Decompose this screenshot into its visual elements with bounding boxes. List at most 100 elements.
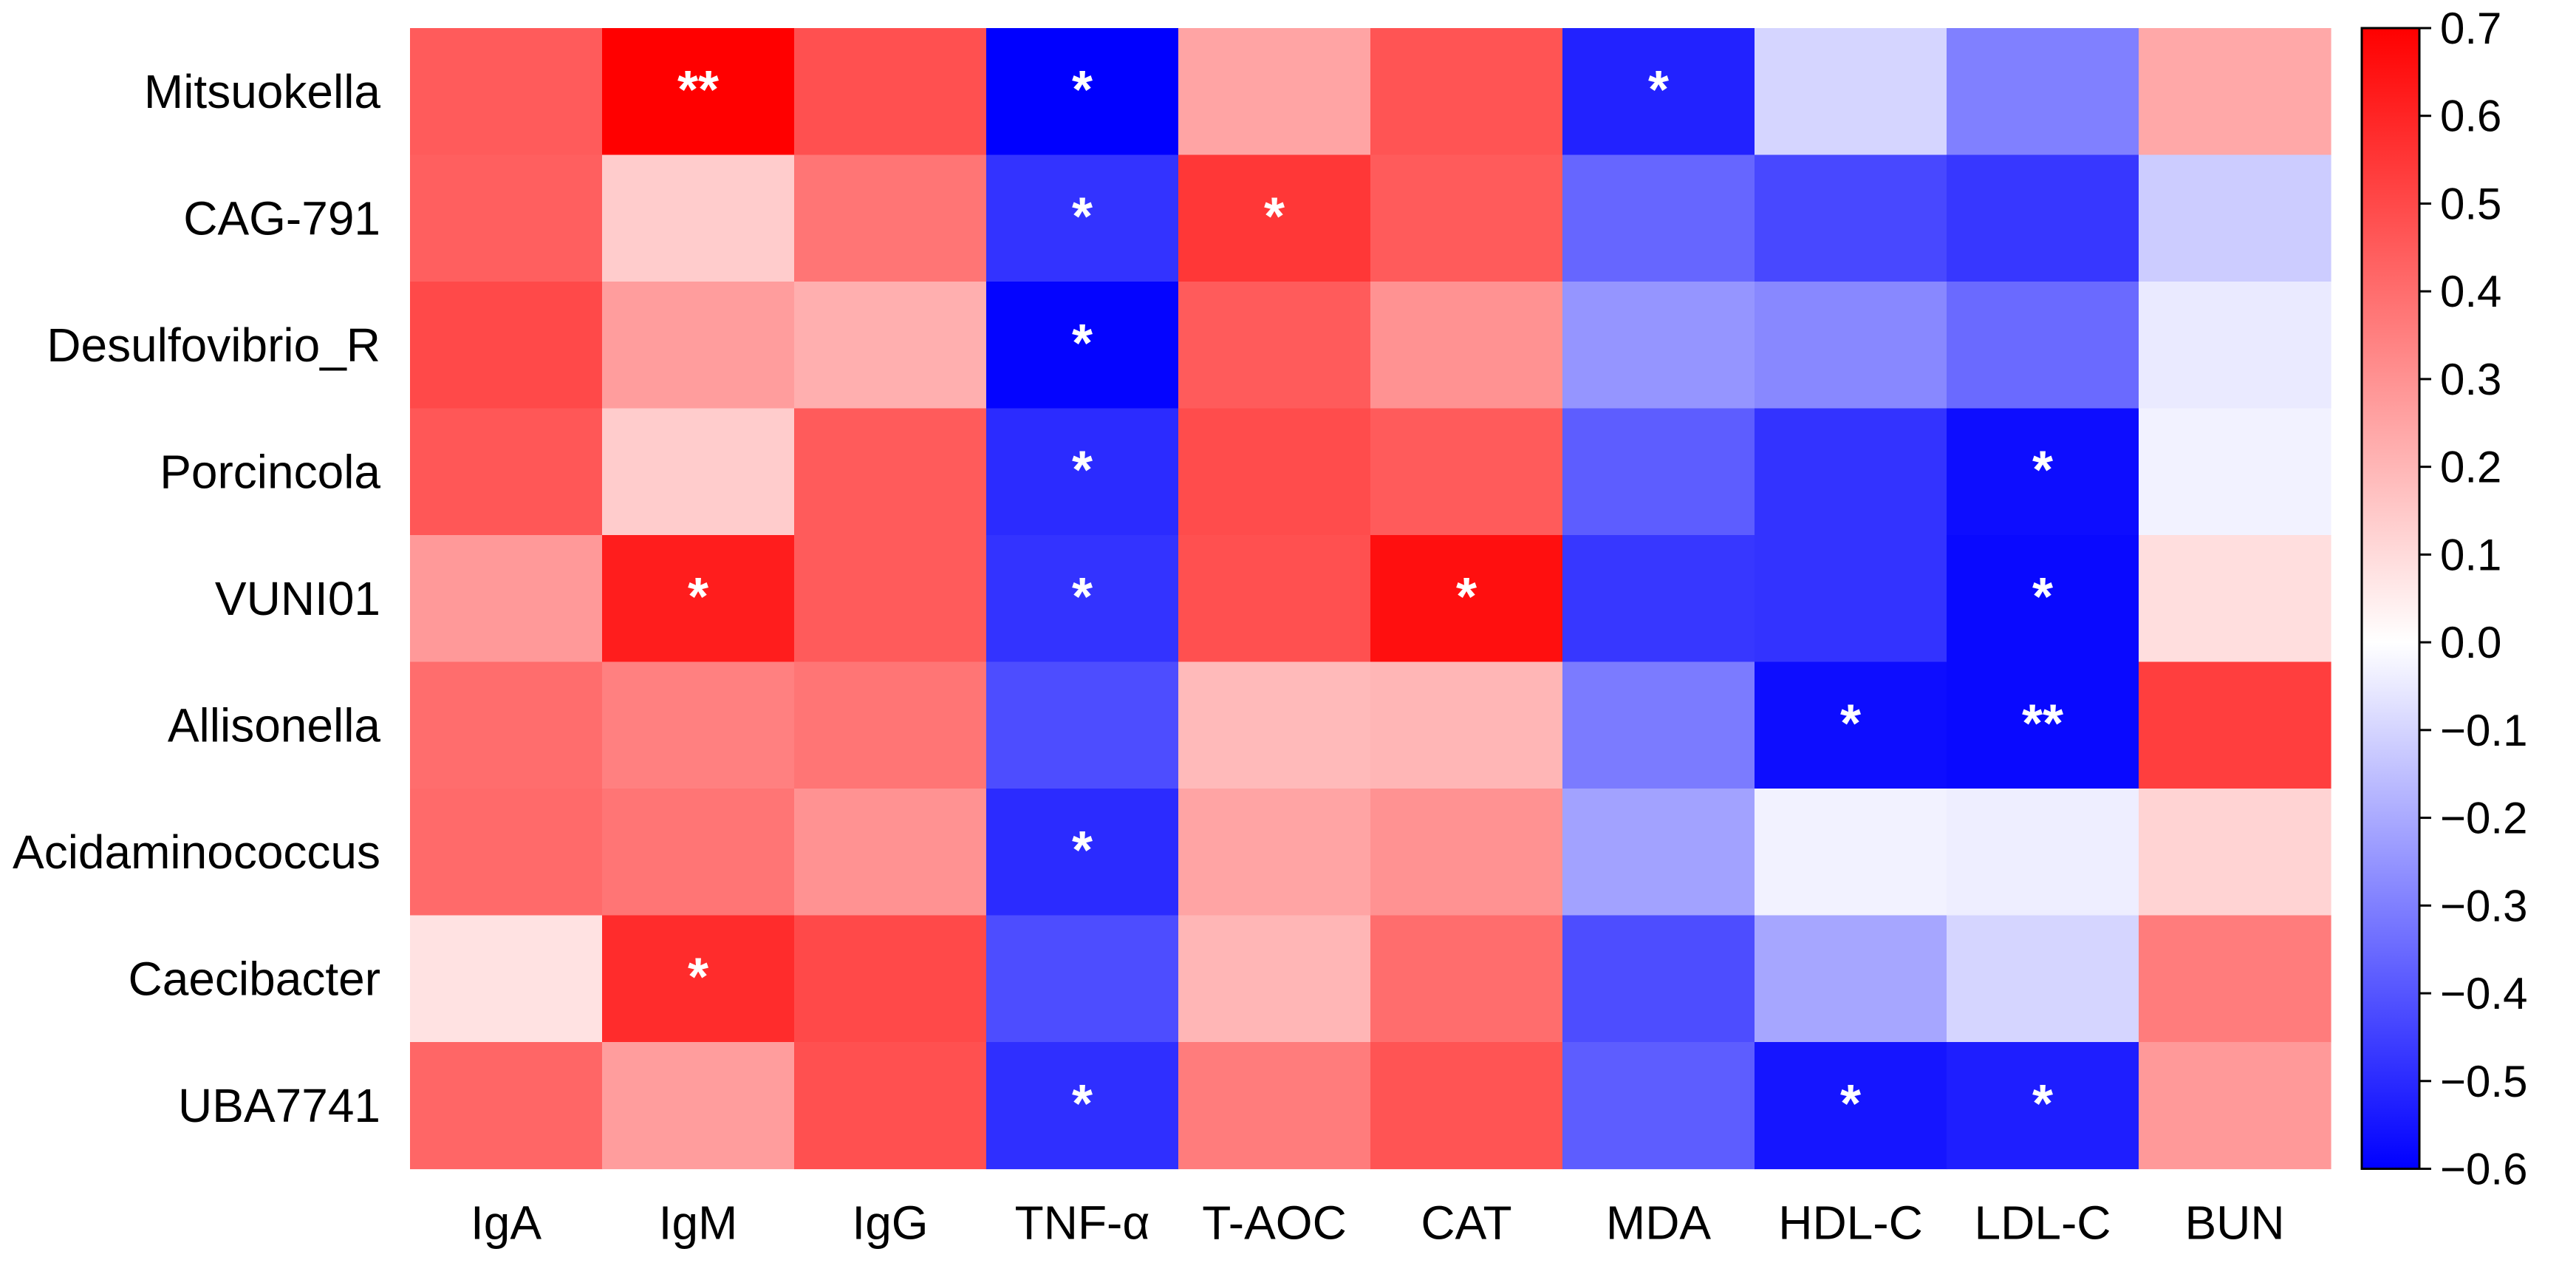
- colorbar-tick-label: 0.3: [2440, 355, 2501, 404]
- heatmap-cell: [986, 1042, 1179, 1170]
- heatmap-cell: [1755, 789, 1947, 916]
- heatmap-cell: [2139, 408, 2331, 536]
- heatmap-cell: [986, 408, 1179, 536]
- significance-mark: *: [688, 947, 708, 1007]
- heatmap-cell: [1947, 1042, 2139, 1170]
- heatmap-cell: [1370, 282, 1563, 409]
- heatmap-cell: [410, 408, 603, 536]
- significance-marks: ** * ** *** ** * * ** ***** * *: [677, 61, 2063, 1134]
- heatmap-cell: [2139, 282, 2331, 409]
- colorbar-tick-label: −0.3: [2440, 881, 2527, 930]
- colorbar: 0.7 0.6 0.5 0.4 0.3 0.2 0.1 0.0 −0.1 −0.2 −0.3 −0.4…: [2360, 4, 2527, 1194]
- heatmap-cell: [602, 408, 795, 536]
- heatmap-cell: [602, 789, 795, 916]
- significance-mark: *: [1072, 61, 1093, 120]
- heatmap-cell: [602, 282, 795, 409]
- heatmap-cell: [986, 28, 1179, 156]
- column-label: CAT: [1421, 1196, 1511, 1250]
- significance-mark: *: [2032, 1075, 2053, 1134]
- significance-mark: **: [677, 61, 719, 120]
- heatmap-cell: [410, 915, 603, 1043]
- heatmap-cell: [2139, 535, 2331, 663]
- heatmap-cell: [986, 915, 1179, 1043]
- heatmap-cell: [1562, 661, 1755, 789]
- colorbar-tick-label: 0.1: [2440, 530, 2501, 579]
- heatmap-cell: [1947, 28, 2139, 156]
- heatmap-cell: [410, 154, 603, 282]
- heatmap-cell: [1947, 535, 2139, 663]
- column-label: BUN: [2184, 1196, 2284, 1250]
- heatmap-cell: [1562, 154, 1755, 282]
- heatmap-cell: [1562, 915, 1755, 1043]
- colorbar-tick-label: 0.6: [2440, 92, 2501, 141]
- row-label: Desulfovibrio_R: [47, 319, 380, 372]
- column-label: IgM: [659, 1196, 738, 1250]
- heatmap-cell: [1755, 408, 1947, 536]
- column-labels: IgA IgM IgG TNF-α T-AOC CAT MDA HDL-C LDL-C BUN: [471, 1196, 2285, 1250]
- significance-mark: *: [1072, 440, 1093, 500]
- significance-mark: *: [1840, 694, 1861, 753]
- heatmap-cell: [602, 28, 795, 156]
- column-label: LDL-C: [1975, 1196, 2111, 1250]
- heatmap-cell: [1755, 915, 1947, 1043]
- heatmap-cell: [1755, 535, 1947, 663]
- heatmap-cell: [2139, 661, 2331, 789]
- heatmap-cell: [1178, 154, 1371, 282]
- heatmap-cell: [794, 535, 987, 663]
- heatmap-cell: [410, 28, 603, 156]
- row-labels: Mitsuokella CAG-791 Desulfovibrio_R Porcinc…: [13, 65, 380, 1132]
- significance-mark: *: [1840, 1075, 1861, 1134]
- heatmap-cell: [1178, 282, 1371, 409]
- colorbar-gradient: [2360, 27, 2421, 1170]
- row-label: Allisonella: [168, 698, 381, 752]
- row-label: UBA7741: [178, 1079, 380, 1132]
- heatmap-cell: [1370, 28, 1563, 156]
- significance-mark: *: [1072, 314, 1093, 373]
- column-label: IgA: [471, 1196, 541, 1250]
- heatmap-cell: [794, 915, 987, 1043]
- heatmap-cell: [410, 282, 603, 409]
- heatmap-cell: [602, 1042, 795, 1170]
- heatmap-cell: [1755, 154, 1947, 282]
- row-label: Mitsuokella: [144, 65, 381, 118]
- heatmap-cell: [1755, 661, 1947, 789]
- heatmap-cell: [794, 408, 987, 536]
- significance-mark: *: [2032, 568, 2053, 627]
- heatmap-cell: [602, 535, 795, 663]
- colorbar-tick-label: 0.4: [2440, 267, 2501, 316]
- heatmap-cell: [2139, 28, 2331, 156]
- heatmap-cell: [2139, 1042, 2331, 1170]
- heatmap-cell: [986, 535, 1179, 663]
- heatmap-cell: [794, 154, 987, 282]
- heatmap-cell: [1562, 789, 1755, 916]
- heatmap-cell: [1947, 282, 2139, 409]
- colorbar-tick-label: −0.5: [2440, 1057, 2527, 1106]
- heatmap-cell: [986, 789, 1179, 916]
- heatmap-cell: [2139, 915, 2331, 1043]
- heatmap-cell: [1562, 282, 1755, 409]
- heatmap-cell: [410, 661, 603, 789]
- column-label: IgG: [852, 1196, 928, 1250]
- heatmap-cell: [1947, 915, 2139, 1043]
- heatmap-cell: [1370, 789, 1563, 916]
- heatmap-cell: [1370, 535, 1563, 663]
- heatmap-cell: [1755, 282, 1947, 409]
- heatmap-cell: [986, 661, 1179, 789]
- column-label: HDL-C: [1778, 1196, 1923, 1250]
- colorbar-tick-label: −0.2: [2440, 794, 2527, 843]
- heatmap-cell: [794, 1042, 987, 1170]
- significance-mark: *: [1456, 568, 1477, 627]
- heatmap-cell: [1947, 408, 2139, 536]
- heatmap-cell: [1562, 28, 1755, 156]
- column-label: MDA: [1606, 1196, 1712, 1250]
- heatmap-cell: [1370, 915, 1563, 1043]
- row-label: Porcincola: [160, 445, 380, 498]
- colorbar-tick-label: −0.1: [2440, 706, 2527, 755]
- row-label: VUNI01: [215, 572, 380, 625]
- heatmap-cell: [1370, 661, 1563, 789]
- heatmap-cell: [1562, 408, 1755, 536]
- heatmap-cell: [1178, 661, 1371, 789]
- heatmap-cells: [410, 28, 2331, 1170]
- significance-mark: *: [688, 568, 708, 627]
